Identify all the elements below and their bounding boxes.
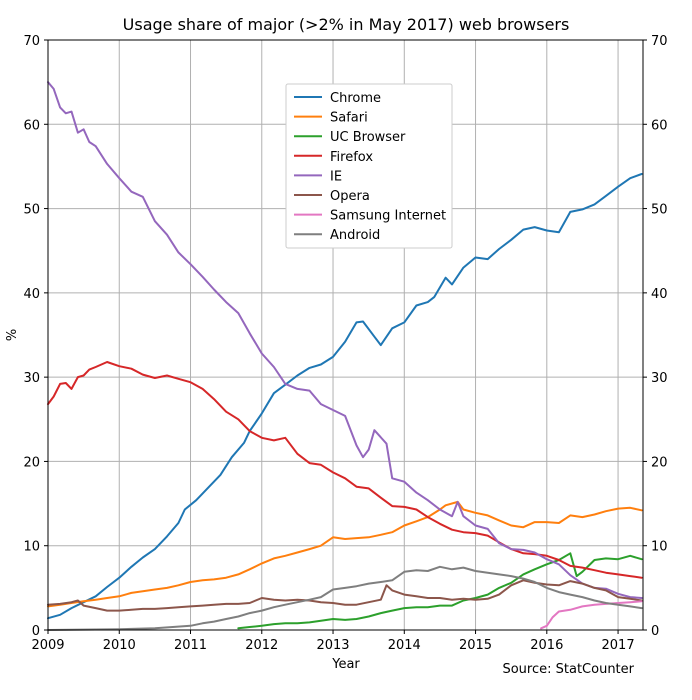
y-tick-label-left: 10 [23, 540, 40, 555]
legend-entry: Android [330, 228, 380, 243]
y-tick-label-right: 10 [651, 540, 668, 555]
x-axis-label: Year [331, 657, 360, 672]
y-axis-label: % [5, 329, 20, 341]
x-tick-label: 2009 [31, 638, 64, 653]
y-tick-label-right: 30 [651, 371, 668, 386]
series-line-android [47, 565, 643, 631]
y-tick-label-left: 70 [23, 34, 40, 49]
series-line-samsung-internet [540, 600, 643, 630]
legend-entry: Samsung Internet [330, 209, 446, 224]
y-tick-label-left: 30 [23, 371, 40, 386]
y-tick-label-left: 20 [23, 455, 40, 470]
series-line-opera [47, 579, 643, 612]
chart-title: Usage share of major (>2% in May 2017) w… [123, 15, 570, 34]
legend-entry: Firefox [330, 150, 373, 165]
y-tick-label-right: 20 [651, 455, 668, 470]
plot-frame [47, 39, 644, 631]
legend: Chrome Safari UC Browser Firefox IE Opera Sams… [285, 83, 453, 249]
y-axis-ticks-right: 0 10 20 30 40 50 60 70 [643, 34, 668, 639]
y-tick-label-left: 50 [23, 203, 40, 218]
x-axis-ticks: 2009 2010 2011 2012 2013 2014 2015 2016 2017 [31, 630, 635, 653]
series-lines [47, 81, 643, 631]
series-line-ie [47, 81, 643, 599]
y-tick-label-left: 60 [23, 118, 40, 133]
y-tick-label-right: 0 [651, 624, 659, 639]
x-tick-label: 2010 [103, 638, 136, 653]
source-note: Source: StatCounter [502, 662, 634, 677]
series-line-safari [47, 500, 643, 608]
legend-entry: Chrome [330, 91, 381, 106]
legend-entry: Opera [330, 189, 370, 204]
y-tick-label-left: 40 [23, 287, 40, 302]
y-tick-label-right: 40 [651, 287, 668, 302]
x-tick-label: 2012 [245, 638, 278, 653]
y-tick-label-left: 0 [32, 624, 40, 639]
y-tick-label-right: 60 [651, 118, 668, 133]
legend-entry: IE [330, 169, 342, 184]
x-tick-label: 2013 [316, 638, 349, 653]
x-tick-label: 2017 [602, 638, 635, 653]
y-axis-ticks-left: 0 10 20 30 40 50 60 70 [23, 34, 48, 639]
legend-entry: Safari [330, 111, 368, 126]
x-tick-label: 2015 [459, 638, 492, 653]
x-tick-label: 2016 [530, 638, 563, 653]
y-tick-label-right: 70 [651, 34, 668, 49]
y-tick-label-right: 50 [651, 203, 668, 218]
x-tick-label: 2014 [388, 638, 421, 653]
legend-entry: UC Browser [330, 130, 406, 145]
series-line-firefox [47, 361, 643, 579]
x-tick-label: 2011 [174, 638, 207, 653]
series-line-chrome [47, 173, 643, 620]
series-line-uc-browser [237, 552, 643, 630]
legend-box [285, 83, 453, 249]
